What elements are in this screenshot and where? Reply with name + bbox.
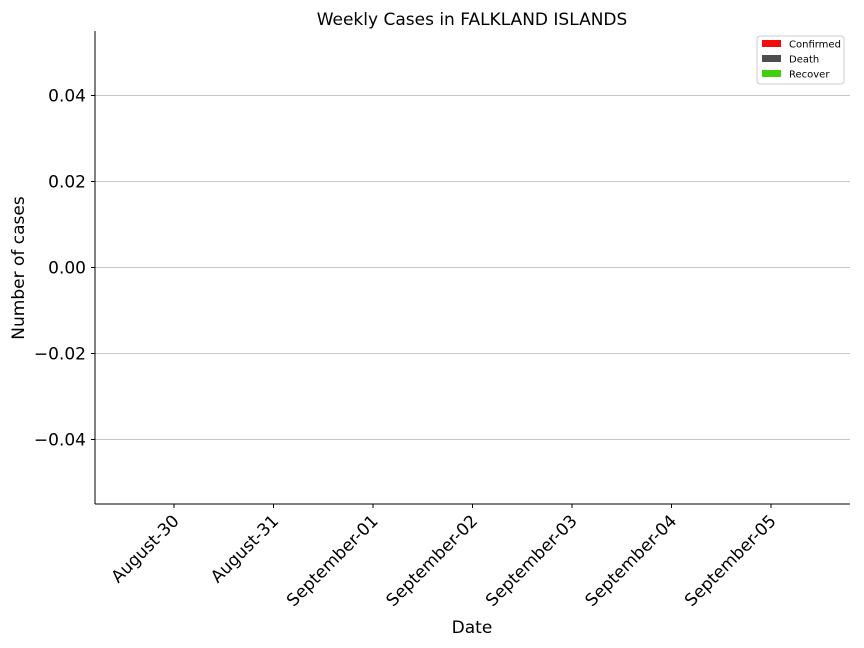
chart-title: Weekly Cases in FALKLAND ISLANDS — [317, 10, 628, 30]
x-tick-label: August-30 — [108, 511, 184, 587]
y-axis-label: Number of cases — [9, 196, 29, 340]
x-tick-label: September-04 — [582, 511, 681, 610]
y-ticks: −0.04 −0.02 0.00 0.02 0.04 — [34, 87, 95, 451]
x-tick-label: September-05 — [681, 511, 780, 610]
legend-label: Recover — [789, 70, 830, 81]
grid — [95, 95, 850, 440]
x-ticks: August-30 August-31 September-01 September-… — [108, 504, 781, 611]
x-tick-label: September-01 — [283, 511, 382, 610]
x-tick-label: September-02 — [383, 511, 482, 610]
y-tick-label: 0.02 — [48, 173, 86, 193]
legend-label: Death — [789, 55, 819, 66]
y-tick-label: 0.04 — [48, 87, 86, 107]
y-tick-label: 0.00 — [48, 259, 86, 279]
x-tick-label: September-03 — [482, 511, 581, 610]
y-tick-label: −0.04 — [34, 431, 86, 451]
y-tick-label: −0.02 — [34, 345, 86, 365]
x-tick-label: August-31 — [207, 511, 283, 587]
legend-swatch — [762, 40, 781, 47]
legend-label: Confirmed — [789, 40, 841, 51]
x-axis-label: Date — [452, 618, 493, 638]
legend: Confirmed Death Recover — [756, 35, 845, 85]
legend-swatch — [762, 70, 781, 77]
legend-swatch — [762, 55, 781, 62]
